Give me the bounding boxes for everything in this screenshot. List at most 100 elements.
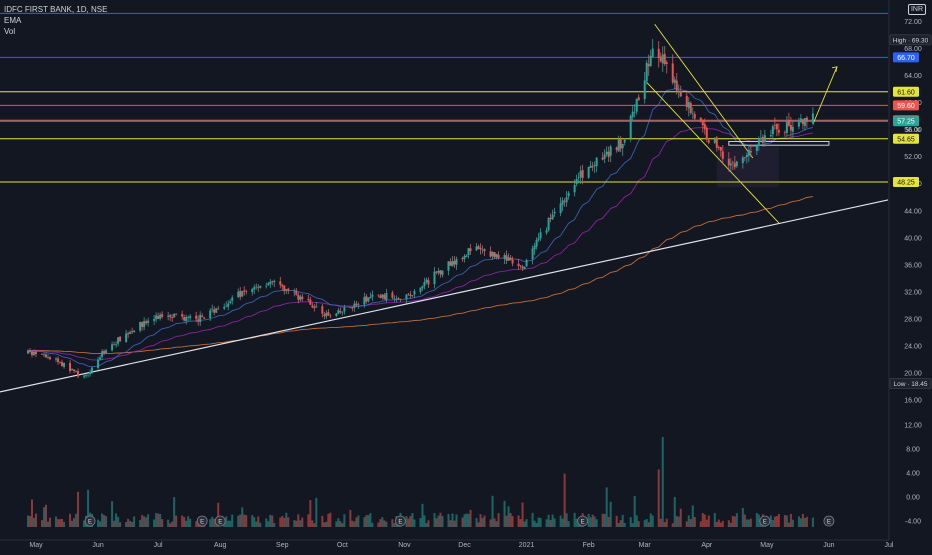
channel-upper-line[interactable] bbox=[654, 23, 754, 159]
volume-bar bbox=[227, 520, 230, 527]
candle-body bbox=[629, 115, 632, 139]
ema-indicator-label[interactable]: EMA bbox=[4, 16, 22, 25]
candle-body bbox=[493, 252, 496, 258]
candle-body bbox=[453, 260, 456, 265]
candle-body bbox=[297, 294, 300, 300]
ascending-trendline[interactable] bbox=[0, 199, 889, 393]
price-level-badge-bg[interactable] bbox=[893, 133, 919, 144]
candle-body bbox=[803, 117, 806, 126]
earnings-marker[interactable] bbox=[395, 515, 406, 527]
candle-body bbox=[761, 136, 764, 144]
price-level-badge-bg[interactable] bbox=[893, 116, 919, 127]
earnings-marker[interactable] bbox=[84, 515, 96, 527]
price-level-badge-bg[interactable] bbox=[893, 177, 919, 188]
volume-bar bbox=[237, 515, 240, 527]
earnings-marker-label: E bbox=[763, 520, 767, 526]
price-level-badge-bg[interactable] bbox=[893, 52, 919, 63]
volume-bar bbox=[637, 521, 640, 527]
volume-bar bbox=[531, 512, 534, 527]
volume-bar bbox=[533, 520, 536, 527]
volume-bar bbox=[731, 515, 734, 527]
candle-body bbox=[85, 374, 88, 376]
earnings-marker[interactable] bbox=[823, 515, 835, 527]
candle-body bbox=[217, 308, 220, 310]
candle-body bbox=[719, 146, 722, 151]
channel-lower-line[interactable] bbox=[646, 82, 780, 224]
candle-body bbox=[623, 139, 626, 143]
volume-bar bbox=[467, 513, 470, 527]
candle-body bbox=[255, 286, 258, 288]
candle-body bbox=[477, 246, 480, 249]
candle-body bbox=[353, 303, 356, 308]
candle-body bbox=[30, 351, 33, 356]
candle-body bbox=[341, 311, 344, 313]
volume-bar bbox=[547, 514, 550, 527]
time-tick-label: Aug bbox=[214, 542, 227, 549]
candle-body bbox=[59, 362, 62, 363]
volume-bar bbox=[325, 521, 328, 527]
support-zone-rectangle[interactable] bbox=[728, 141, 830, 146]
candle-body bbox=[73, 369, 76, 372]
price-level-badge: 59.60 bbox=[897, 103, 915, 110]
candle-body bbox=[187, 317, 190, 318]
volume-bar bbox=[181, 515, 184, 527]
time-tick-label: Jul bbox=[154, 542, 163, 549]
candle-body bbox=[97, 359, 100, 368]
earnings-marker-label: E bbox=[88, 520, 92, 526]
volume-bar bbox=[413, 519, 416, 527]
candle-body bbox=[241, 290, 244, 297]
price-level-badge-bg[interactable] bbox=[893, 100, 919, 111]
volume-bar bbox=[77, 491, 80, 527]
candle-body bbox=[811, 113, 814, 124]
volume-bar bbox=[783, 515, 786, 527]
volume-bar bbox=[153, 519, 156, 527]
volume-bar bbox=[159, 513, 162, 527]
volume-indicator-label[interactable]: Vol bbox=[4, 27, 16, 36]
volume-bar bbox=[187, 516, 190, 527]
candle-body bbox=[351, 308, 354, 309]
candle-body bbox=[43, 354, 46, 356]
candle-body bbox=[309, 299, 312, 305]
price-level-badge-bg[interactable] bbox=[893, 86, 919, 97]
candle-body bbox=[727, 159, 730, 166]
candle-body bbox=[329, 315, 332, 317]
volume-bar bbox=[523, 521, 526, 527]
candle-body bbox=[479, 247, 482, 250]
candle-body bbox=[89, 372, 92, 375]
candle-body bbox=[581, 169, 584, 178]
candle-body bbox=[787, 120, 790, 126]
volume-bar bbox=[673, 496, 676, 527]
earnings-marker[interactable] bbox=[759, 515, 771, 527]
volume-bar bbox=[447, 513, 450, 527]
price-level-badge: 48.25 bbox=[897, 180, 915, 187]
candle-body bbox=[141, 322, 144, 327]
volume-bar bbox=[595, 519, 598, 527]
candle-body bbox=[133, 330, 136, 332]
volume-bar bbox=[619, 520, 622, 527]
volume-bar bbox=[421, 503, 424, 527]
candle-body bbox=[161, 314, 164, 317]
candle-body bbox=[335, 313, 338, 317]
earnings-marker[interactable] bbox=[196, 515, 208, 527]
volume-bar bbox=[215, 522, 218, 527]
candle-body bbox=[661, 54, 664, 64]
volume-bar bbox=[801, 513, 804, 527]
candle-body bbox=[663, 53, 666, 64]
candle-body bbox=[505, 255, 508, 261]
volume-bar bbox=[83, 520, 86, 527]
earnings-marker[interactable] bbox=[577, 515, 589, 527]
candle-body bbox=[91, 367, 94, 372]
candle-body bbox=[601, 157, 604, 160]
candle-body bbox=[707, 140, 710, 143]
volume-bar bbox=[657, 469, 660, 527]
volume-bar bbox=[355, 517, 358, 527]
currency-badge[interactable]: INR bbox=[907, 4, 926, 15]
volume-bar bbox=[717, 519, 720, 527]
volume-bar bbox=[43, 507, 46, 527]
candle-body bbox=[377, 294, 380, 296]
volume-bar bbox=[297, 514, 300, 527]
earnings-marker[interactable] bbox=[214, 515, 226, 527]
projection-arrow-line[interactable] bbox=[812, 66, 838, 125]
